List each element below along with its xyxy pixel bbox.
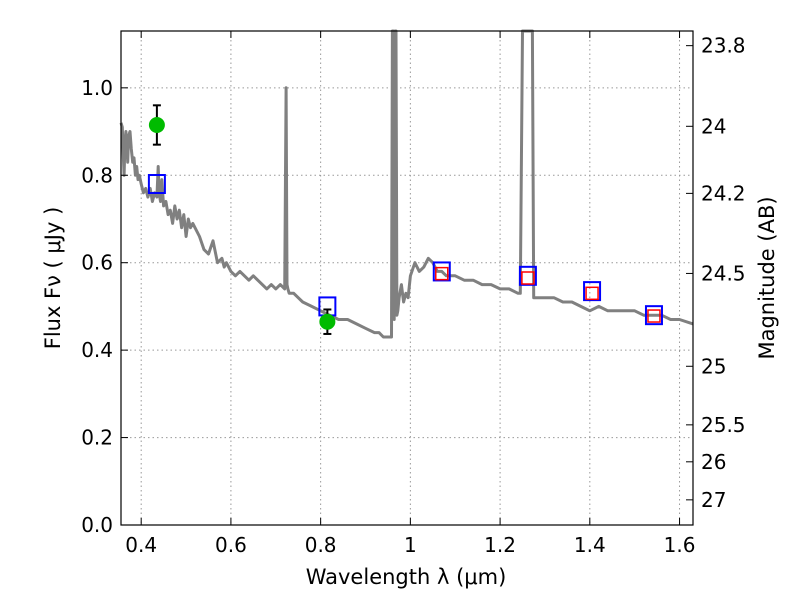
mag-tick-label: 24.2 (701, 181, 746, 205)
x-tick-label: 0.6 (215, 533, 247, 557)
photometry-points (147, 104, 663, 335)
y-axis-title: Flux Fν ( μJy ) (41, 207, 65, 350)
y-tick-label: 0.0 (81, 513, 113, 537)
x-tick-label: 0.8 (305, 533, 337, 557)
axes-frame (120, 30, 694, 526)
y-tick-label: 0.2 (81, 426, 113, 450)
sed-template-line (119, 29, 694, 339)
y-tick-label: 0.8 (81, 163, 113, 187)
y-tick-label: 1.0 (81, 76, 113, 100)
model-photometry-box (583, 281, 602, 302)
observed-flux-point (148, 116, 165, 133)
x-tick-label: 1.2 (484, 533, 516, 557)
mag-tick-label: 25.5 (701, 413, 746, 437)
model-photometry-box (432, 261, 451, 282)
observed-photometry-box (435, 266, 449, 281)
grid-lines (121, 31, 693, 526)
y2-axis-title: Magnitude (AB) (755, 196, 779, 359)
model-photometry-box (518, 265, 537, 286)
mag-tick-label: 27 (701, 488, 726, 512)
observed-photometry-box (647, 309, 661, 323)
model-photometry-box (644, 305, 663, 326)
observed-photometry-box (585, 286, 599, 301)
x-tick-label: 1 (404, 533, 417, 557)
mag-tick-label: 23.8 (701, 34, 746, 58)
x-axis-title: Wavelength λ (μm) (306, 565, 507, 589)
model-photometry-box (147, 174, 166, 195)
mag-tick-label: 26 (701, 450, 726, 474)
axis-ticks: 0.4 0.6 0.8 1 1.2 1.4 1.6 0.0 0.2 0.4 0.6 0.8 1.0 23.… (81, 31, 746, 557)
observed-photometry-box (521, 271, 535, 285)
x-tick-label: 0.4 (125, 533, 157, 557)
observed-flux-point (319, 313, 336, 330)
mag-tick-label: 24 (701, 114, 726, 138)
x-tick-label: 1.6 (664, 533, 696, 557)
y-tick-label: 0.6 (81, 251, 113, 275)
mag-tick-label: 25 (701, 354, 726, 378)
x-tick-label: 1.4 (574, 533, 606, 557)
y-tick-label: 0.4 (81, 338, 113, 362)
mag-tick-label: 24.5 (701, 261, 746, 285)
